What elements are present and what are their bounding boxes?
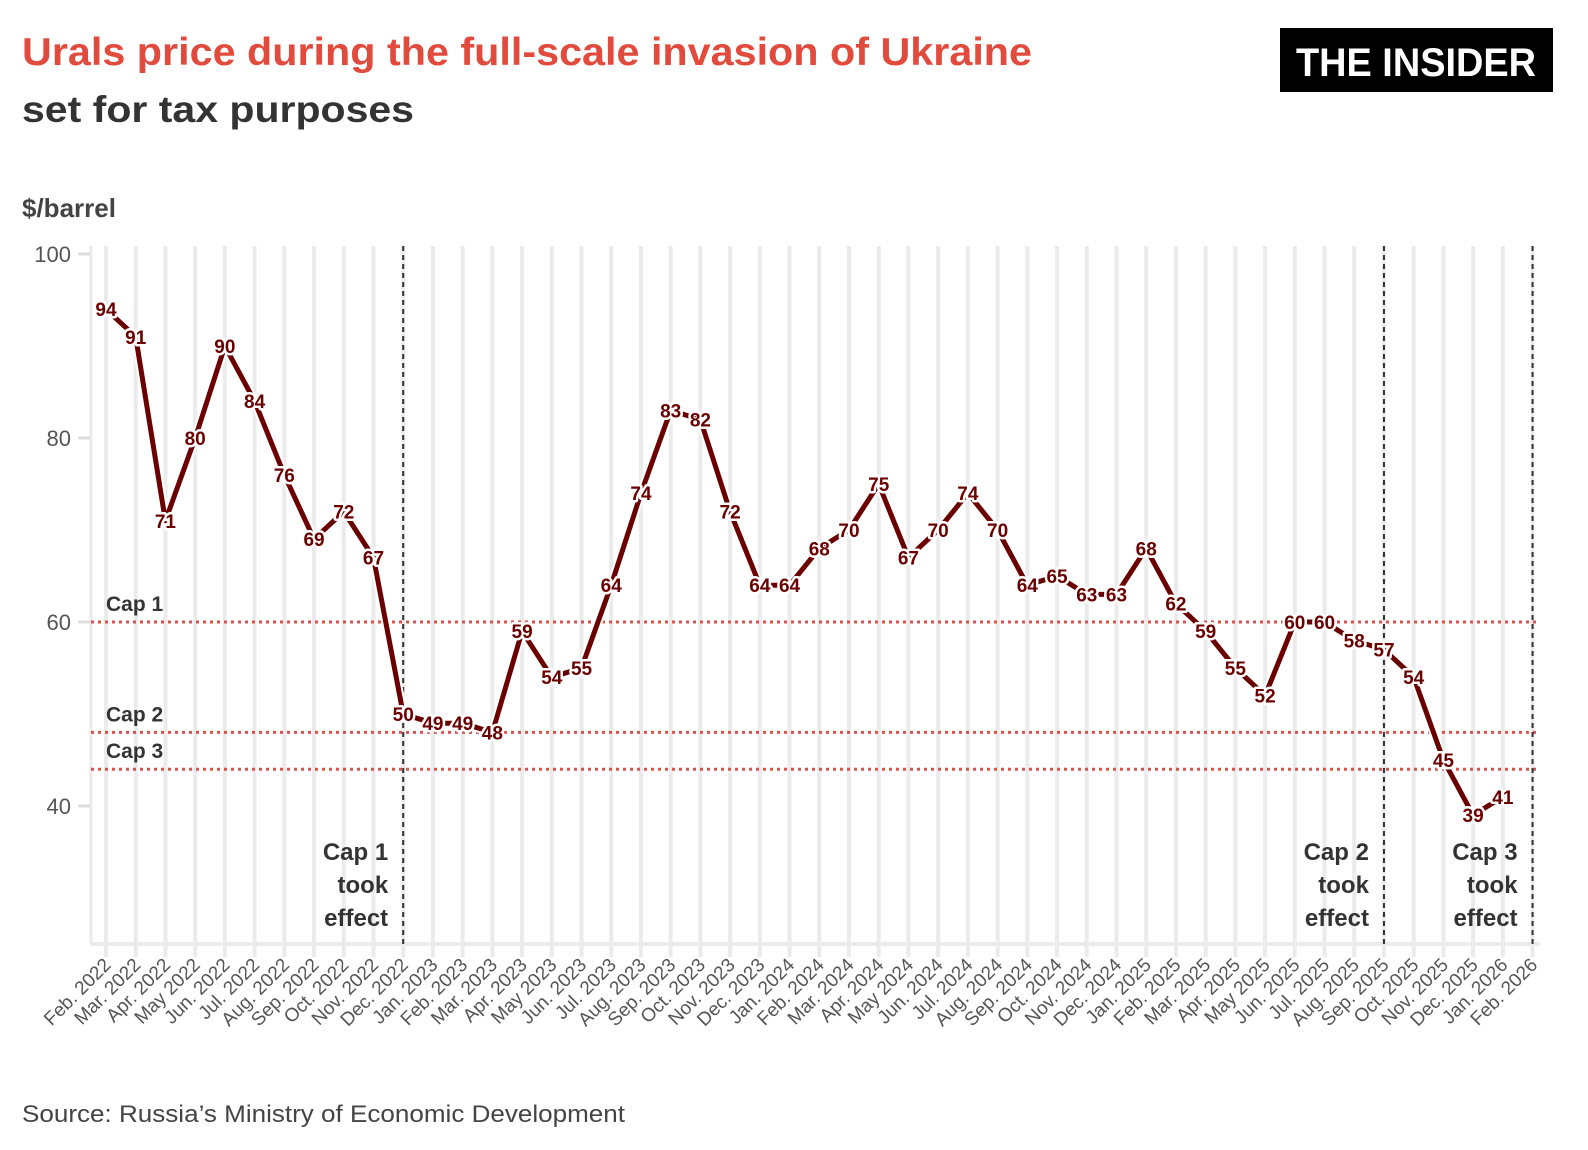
chart-subtitle: set for tax purposes: [22, 89, 414, 130]
series-line: [103, 306, 1506, 818]
data-label: 74: [957, 484, 979, 505]
data-label: 84: [244, 392, 266, 413]
data-label: 55: [1225, 659, 1247, 680]
y-tick-label: 80: [47, 426, 71, 451]
chart-title: Urals price during the full-scale invasi…: [22, 31, 1032, 74]
data-label: 57: [1373, 641, 1394, 662]
data-label: 49: [422, 714, 443, 735]
cap-line-label: Cap 1: [106, 593, 164, 616]
data-label: 50: [393, 705, 414, 726]
event-annotation: Cap 1: [323, 839, 388, 866]
series-urals-price: [101, 304, 1508, 820]
y-tick-label: 100: [34, 242, 71, 267]
data-label: 62: [1165, 595, 1186, 616]
reference-lines: Cap 1 Cap 2 Cap 3: [91, 593, 1540, 771]
event-annotation: effect: [1454, 905, 1518, 932]
data-label: 49: [452, 714, 473, 735]
data-label: 94: [95, 300, 117, 321]
data-label: 64: [749, 576, 771, 597]
data-label: 45: [1433, 751, 1455, 772]
data-label: 71: [155, 512, 177, 533]
data-label: 72: [720, 503, 741, 524]
data-label: 63: [1106, 585, 1127, 606]
data-label: 74: [630, 484, 652, 505]
source-note: Source: Russia’s Ministry of Economic De…: [22, 1101, 625, 1128]
data-label: 54: [541, 668, 563, 689]
data-label: 55: [571, 659, 593, 680]
data-label: 58: [1344, 631, 1365, 652]
data-label: 41: [1492, 788, 1514, 809]
data-label: 60: [1314, 613, 1335, 634]
data-label: 67: [363, 549, 384, 570]
data-label: 64: [779, 576, 801, 597]
event-annotation: took: [338, 872, 389, 899]
data-label: 64: [1017, 576, 1039, 597]
data-label: 48: [482, 723, 503, 744]
data-label: 90: [214, 337, 235, 358]
y-tick-label: 60: [47, 610, 71, 635]
event-lines: Cap 1 took effect Cap 2 took effect Cap 3 took e…: [323, 246, 1534, 944]
data-label: 72: [333, 503, 354, 524]
data-label: 64: [601, 576, 623, 597]
y-axis: 100 80 60 40: [34, 242, 90, 819]
data-label: 52: [1255, 687, 1276, 708]
data-label: 68: [1136, 539, 1157, 560]
data-label: 69: [303, 530, 324, 551]
data-label: 70: [838, 521, 859, 542]
cap-line-label: Cap 3: [106, 740, 163, 763]
data-label: 76: [274, 466, 295, 487]
data-label: 70: [987, 521, 1008, 542]
cap-line-label: Cap 2: [106, 703, 163, 726]
data-label: 70: [928, 521, 949, 542]
data-label: 91: [125, 328, 147, 349]
logo-text: THE INSIDER: [1296, 41, 1536, 85]
event-annotation: took: [1467, 872, 1518, 899]
data-label: 54: [1403, 668, 1425, 689]
data-label: 80: [185, 429, 206, 450]
logo-background: [1280, 28, 1553, 92]
event-annotation: Cap 3: [1452, 839, 1517, 866]
event-annotation: effect: [324, 905, 388, 932]
data-label: 65: [1046, 567, 1068, 588]
data-label: 75: [868, 475, 890, 496]
data-labels: 94 91 71 80 90 84 76 69 72 67 50 49 49 48 59 54 55 64 74 83…: [93, 298, 1516, 830]
event-annotation: took: [1318, 872, 1369, 899]
data-label: 60: [1284, 613, 1305, 634]
data-label: 83: [660, 401, 681, 422]
data-label: 63: [1076, 585, 1097, 606]
y-axis-label: $/barrel: [22, 193, 116, 223]
data-label: 67: [898, 549, 919, 570]
data-label: 59: [512, 622, 533, 643]
data-label: 39: [1463, 806, 1484, 827]
gridlines: [89, 246, 1540, 957]
event-annotation: Cap 2: [1304, 839, 1369, 866]
event-annotation: effect: [1305, 905, 1369, 932]
logo: THE INSIDER: [1280, 28, 1553, 92]
data-label: 82: [690, 411, 711, 432]
data-label: 59: [1195, 622, 1216, 643]
data-label: 68: [809, 539, 830, 560]
y-tick-label: 40: [47, 794, 71, 819]
